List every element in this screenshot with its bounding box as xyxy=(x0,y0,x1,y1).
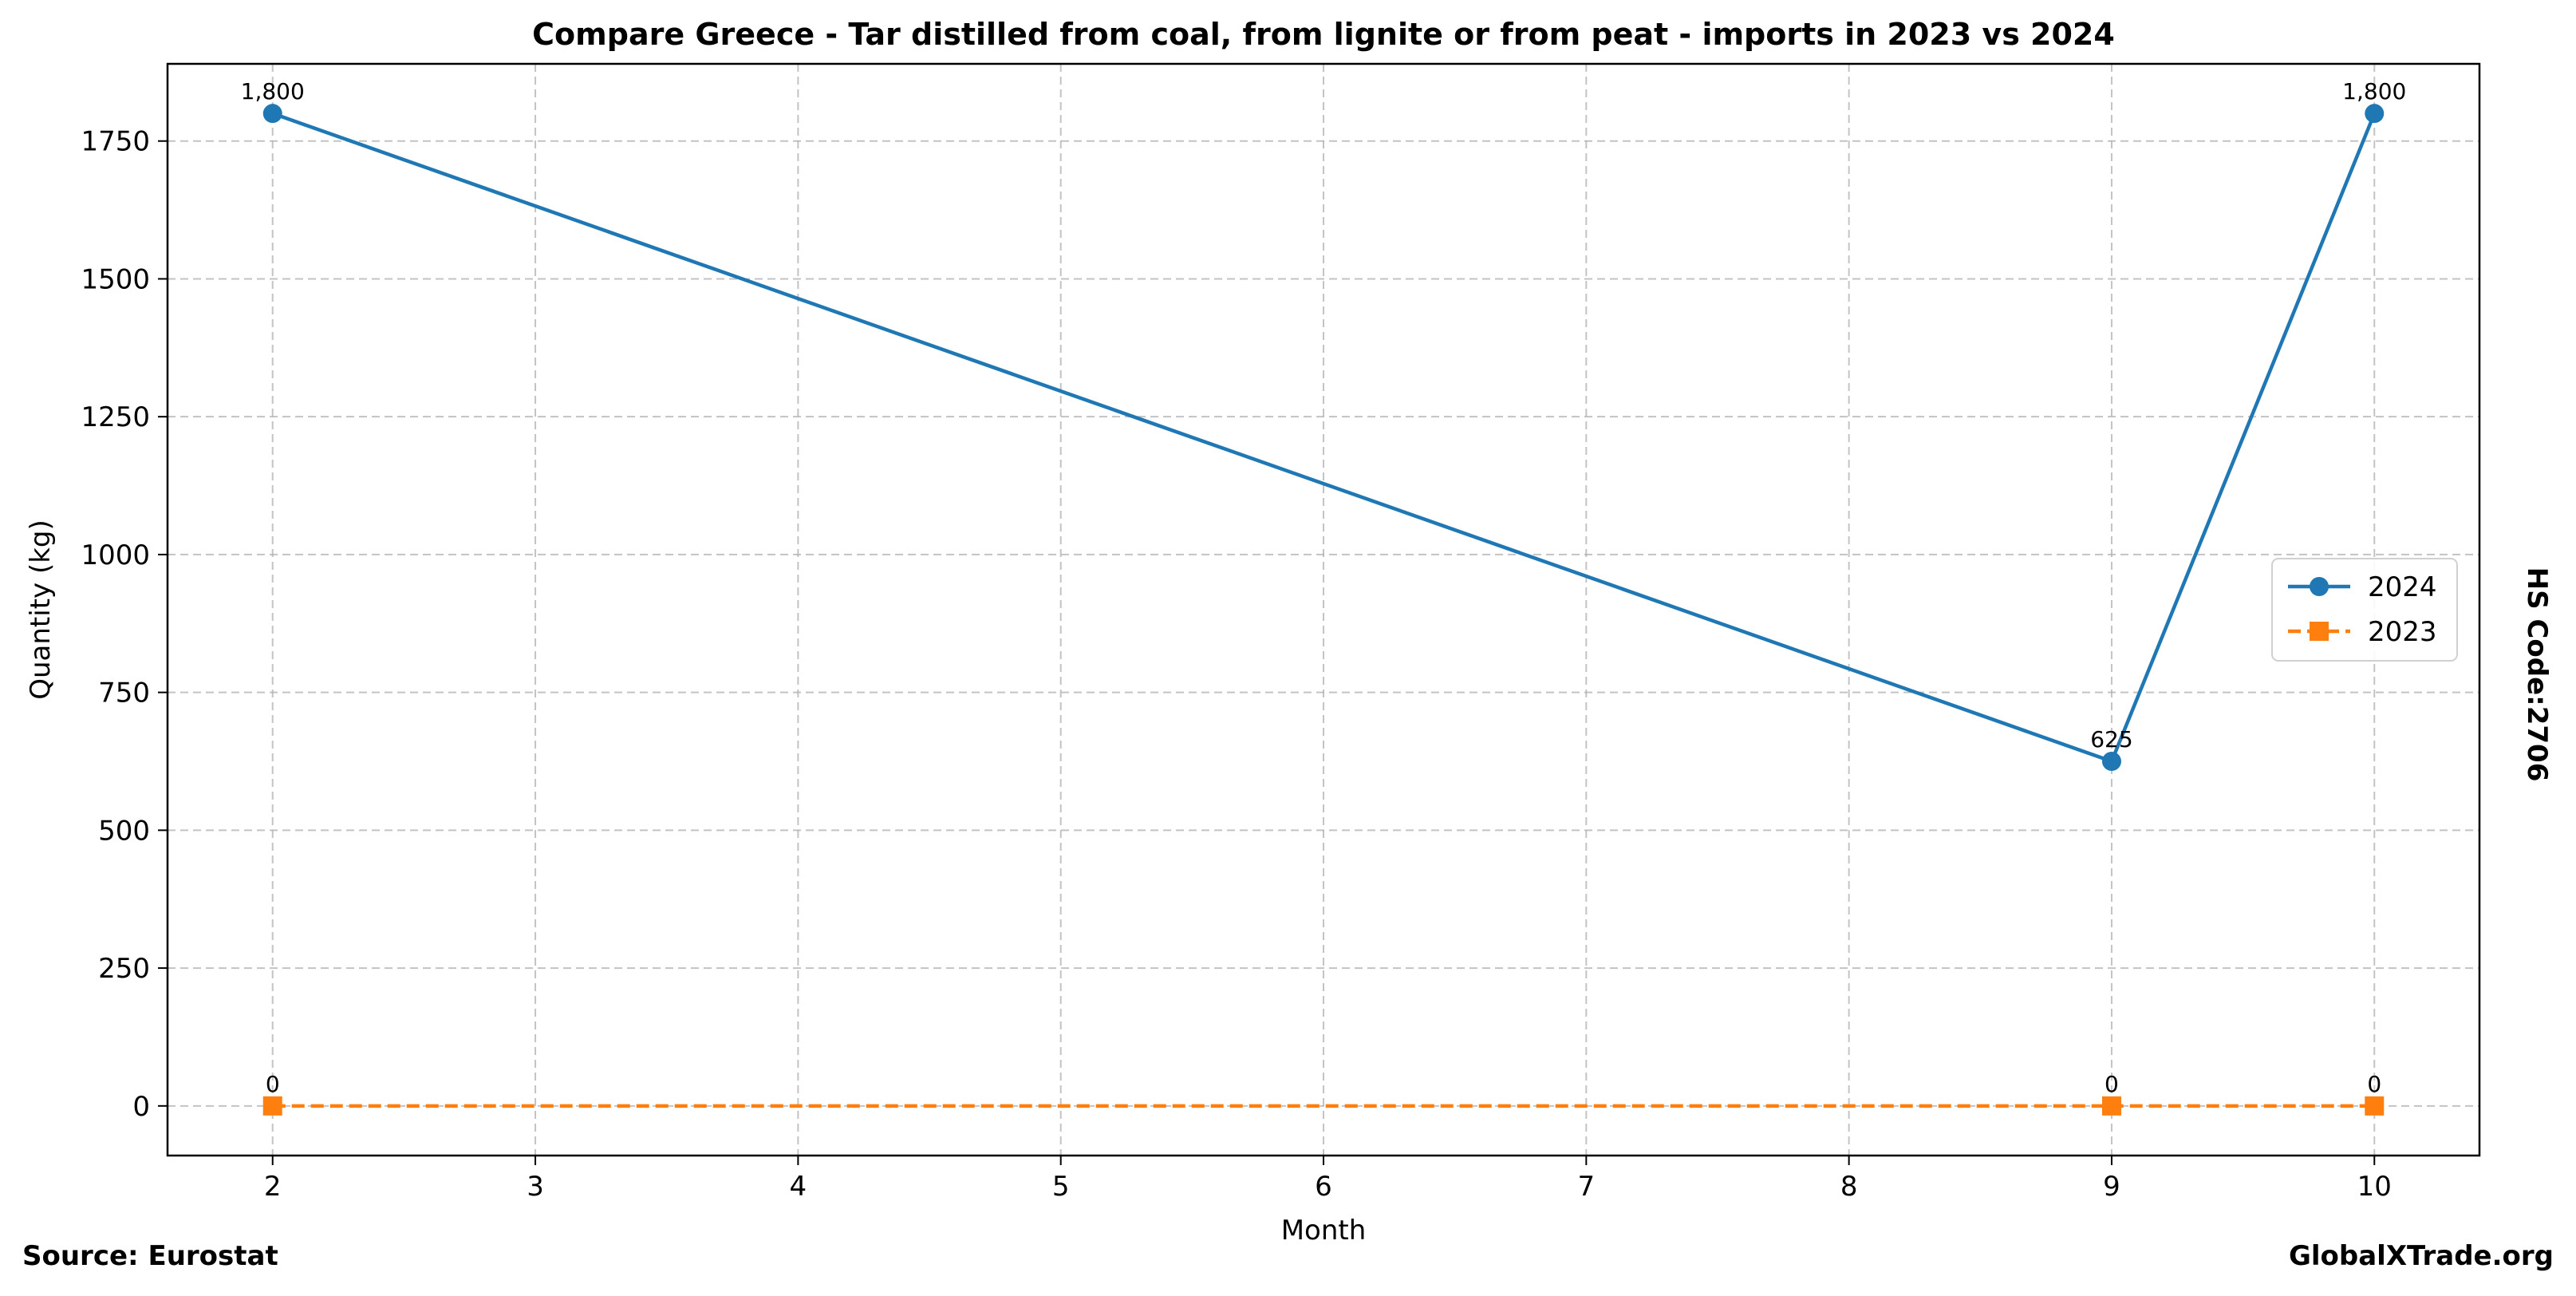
axis-ticks: 2 3 4 5 6 7 8 9 10 0 250 500 750 1000 1250 1500 1750 xyxy=(81,126,2391,1203)
series-lines xyxy=(262,104,2385,1116)
x-tick-label: 5 xyxy=(1052,1171,1070,1203)
hs-code-label: HS Code:2706 xyxy=(2521,567,2553,782)
y-tick-label: 1500 xyxy=(81,263,150,295)
x-tick-label: 7 xyxy=(1577,1171,1595,1203)
y-tick-label: 1250 xyxy=(81,401,150,433)
data-point-2023 xyxy=(2365,1096,2385,1116)
brand-label: GlobalXTrade.org xyxy=(2288,1240,2554,1272)
x-tick-label: 3 xyxy=(527,1171,544,1203)
data-labels: 1,800 625 1,800 0 0 0 xyxy=(241,78,2407,1097)
legend: 2024 2023 xyxy=(2271,558,2458,662)
legend-marker-2023 xyxy=(2310,622,2329,641)
chart-title: Compare Greece - Tar distilled from coal… xyxy=(532,17,2115,52)
data-point-2023 xyxy=(2101,1096,2121,1116)
x-tick-label: 9 xyxy=(2103,1171,2120,1203)
y-tick-label: 1750 xyxy=(81,126,150,158)
data-point-2023 xyxy=(262,1096,282,1116)
data-label-2023: 0 xyxy=(2105,1071,2119,1097)
grid-lines xyxy=(168,64,2479,1156)
data-point-2024 xyxy=(2365,104,2385,124)
legend-label-2024: 2024 xyxy=(2368,571,2437,603)
y-tick-label: 500 xyxy=(98,815,150,847)
y-tick-label: 250 xyxy=(98,953,150,985)
y-tick-label: 750 xyxy=(98,678,150,709)
source-label: Source: Eurostat xyxy=(22,1240,278,1272)
x-tick-label: 10 xyxy=(2357,1171,2392,1203)
data-label-2024: 1,800 xyxy=(2342,78,2406,105)
y-tick-label: 1000 xyxy=(81,539,150,571)
data-label-2024: 1,800 xyxy=(241,78,305,105)
x-tick-label: 4 xyxy=(790,1171,807,1203)
data-label-2023: 0 xyxy=(266,1071,280,1097)
data-label-2024: 625 xyxy=(2090,726,2132,753)
y-axis-label: Quantity (kg) xyxy=(25,520,57,700)
x-tick-label: 8 xyxy=(1840,1171,1858,1203)
plot-area xyxy=(166,62,2481,1157)
data-label-2023: 0 xyxy=(2367,1071,2381,1097)
x-tick-label: 2 xyxy=(264,1171,282,1203)
y-tick-label: 0 xyxy=(132,1091,150,1123)
data-point-2024 xyxy=(2101,752,2121,771)
x-tick-label: 6 xyxy=(1315,1171,1332,1203)
legend-label-2023: 2023 xyxy=(2368,616,2437,648)
legend-marker-2024 xyxy=(2310,577,2329,596)
data-point-2024 xyxy=(262,104,282,124)
x-axis-label: Month xyxy=(1281,1215,1367,1247)
